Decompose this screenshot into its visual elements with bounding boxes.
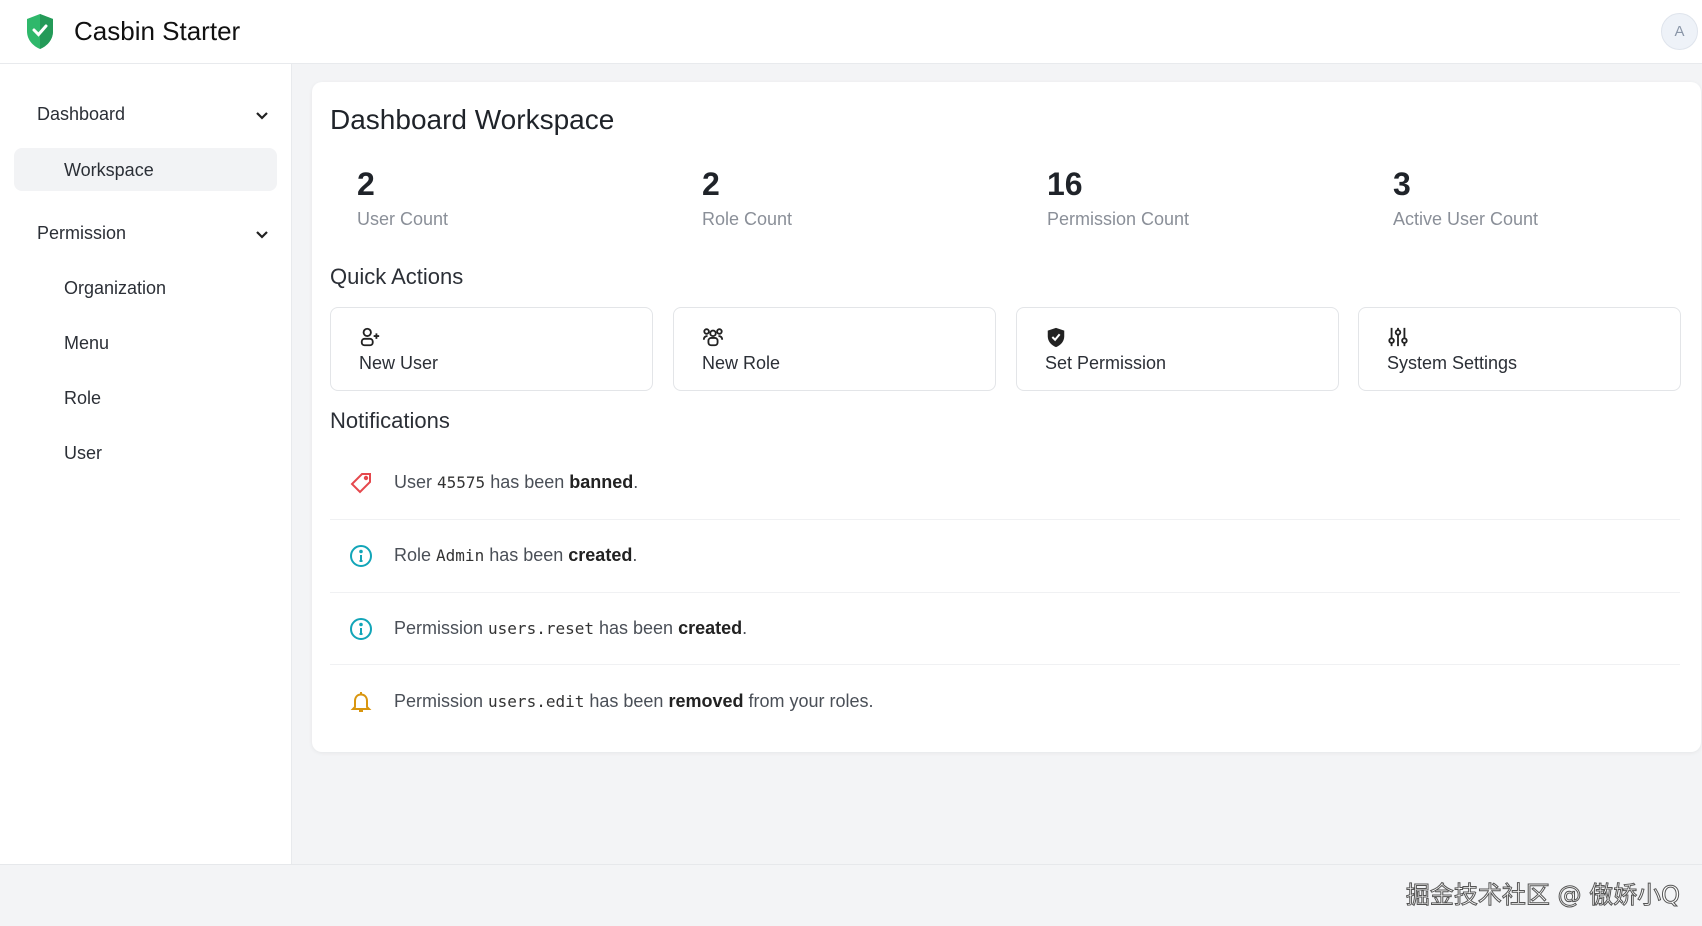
set-permission-label: Set Permission — [1045, 353, 1167, 373]
divider — [330, 664, 1680, 665]
active-user-count-value: 3 — [1393, 166, 1411, 202]
tag-icon — [350, 473, 371, 494]
permission-count-label: Permission Count — [1047, 209, 1190, 229]
sidebar-item-menu[interactable]: Menu — [64, 333, 110, 353]
sidebar-item-user[interactable]: User — [64, 443, 103, 463]
notification-item: Role Admin has been created. — [330, 520, 1680, 593]
role-count-value: 2 — [702, 166, 720, 202]
user-avatar[interactable]: A — [1661, 13, 1698, 50]
shield-check-icon — [1047, 327, 1065, 348]
new-user-button[interactable]: New User — [330, 307, 653, 391]
sidebar-group-permission[interactable]: Permission — [37, 223, 127, 243]
new-user-label: New User — [359, 353, 439, 373]
user-count-value: 2 — [357, 166, 375, 202]
new-role-button[interactable]: New Role — [673, 307, 996, 391]
system-settings-button[interactable]: System Settings — [1358, 307, 1681, 391]
sidebar-group-dashboard[interactable]: Dashboard — [37, 104, 126, 124]
system-settings-label: System Settings — [1387, 353, 1518, 373]
info-icon — [350, 545, 372, 567]
users-icon — [702, 328, 724, 347]
active-item-highlight — [14, 148, 277, 191]
notification-item: Permission users.reset has been created. — [330, 593, 1680, 666]
sidebar-item-workspace[interactable]: Workspace — [64, 160, 154, 180]
bell-icon — [350, 692, 372, 712]
user-plus-icon — [360, 327, 380, 347]
notifications-heading: Notifications — [330, 408, 450, 433]
chevron-down-icon[interactable] — [254, 108, 270, 124]
role-count-label: Role Count — [702, 209, 793, 229]
page-title: Dashboard Workspace — [330, 104, 615, 135]
active-user-count-label: Active User Count — [1393, 209, 1539, 229]
chevron-down-icon[interactable] — [254, 227, 270, 243]
info-icon — [350, 618, 372, 640]
casbin-logo-icon — [27, 14, 53, 49]
quick-actions-heading: Quick Actions — [330, 264, 464, 289]
sliders-icon — [1388, 327, 1408, 347]
notification-item: Permission users.edit has been removed f… — [330, 666, 1680, 739]
footer: 掘金技术社区 @ 傲娇小Q — [0, 864, 1702, 926]
notification-item: User 45575 has been banned. — [330, 447, 1680, 520]
divider — [330, 519, 1680, 520]
top-header: Casbin Starter A — [0, 0, 1702, 64]
dashboard-card: Dashboard Workspace 2 User Count 2 Role … — [312, 82, 1701, 752]
divider — [330, 592, 1680, 593]
new-role-label: New Role — [702, 353, 781, 373]
sidebar: Dashboard Workspace Permission Organizat… — [0, 64, 292, 864]
app-title: Casbin Starter — [74, 16, 241, 46]
user-count-label: User Count — [357, 209, 449, 229]
watermark: 掘金技术社区 @ 傲娇小Q — [1405, 881, 1680, 910]
sidebar-item-organization[interactable]: Organization — [64, 278, 167, 298]
sidebar-item-role[interactable]: Role — [64, 388, 102, 408]
permission-count-value: 16 — [1047, 166, 1083, 202]
set-permission-button[interactable]: Set Permission — [1016, 307, 1339, 391]
